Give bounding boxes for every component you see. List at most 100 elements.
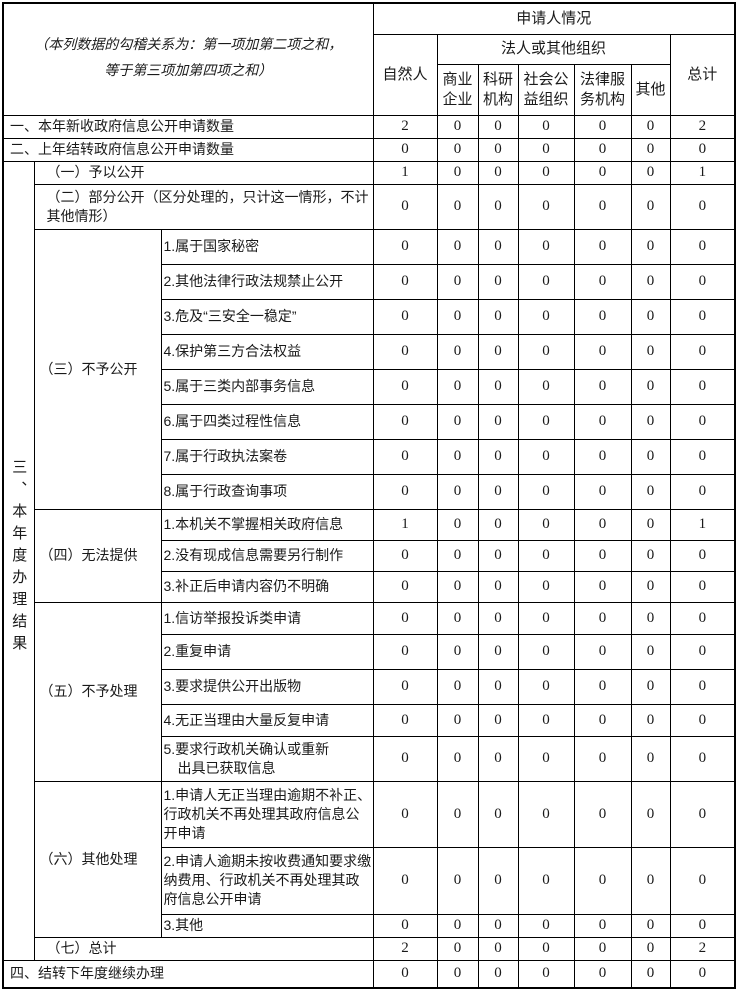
table-row: 2.没有现成信息需要另行制作 0 0 0 0 0 0 0	[3, 539, 736, 572]
value-cell: 0	[436, 570, 479, 603]
value-cell: 0	[630, 298, 671, 335]
value-cell: 0	[517, 263, 575, 300]
value-cell: 0	[669, 228, 736, 265]
value-cell: 2	[669, 936, 736, 961]
group-label: （五）不予处理	[33, 601, 162, 782]
value-cell: 1	[669, 160, 736, 185]
value-cell: 0	[477, 703, 519, 737]
value-cell: 0	[573, 735, 632, 782]
item-label: 3.危及“三安全一稳定”	[160, 298, 374, 335]
row-label: 一、本年新收政府信息公开申请数量	[2, 114, 374, 139]
value-cell: 0	[630, 913, 671, 938]
value-cell: 0	[477, 228, 519, 265]
value-cell: 0	[630, 780, 671, 848]
table-row: 4.无正当理由大量反复申请 0 0 0 0 0 0 0	[3, 703, 736, 737]
value-cell: 0	[517, 403, 575, 440]
value-cell: 0	[372, 473, 438, 510]
value-cell: 0	[573, 333, 632, 370]
value-cell: 0	[630, 403, 671, 440]
table-row: 一、本年新收政府信息公开申请数量 2 0 0 0 0 0 2	[2, 114, 736, 139]
value-cell: 0	[517, 160, 575, 185]
value-cell: 0	[372, 228, 438, 265]
item-label: 2.没有现成信息需要另行制作	[160, 539, 374, 572]
value-cell: 0	[477, 333, 519, 370]
value-cell: 0	[573, 846, 632, 915]
value-cell: 0	[630, 368, 671, 405]
value-cell: 0	[517, 114, 575, 139]
value-cell: 0	[669, 263, 736, 300]
value-cell: 0	[517, 228, 575, 265]
table-row: （六）其他处理 1.申请人无正当理由逾期不补正、行政机关不再处理其政府信息公开申…	[3, 780, 736, 938]
item-label: 4.保护第三方合法权益	[160, 333, 374, 370]
value-cell: 0	[517, 601, 575, 635]
header-legal-or-other-org: 法人或其他组织	[436, 33, 671, 65]
table-row: 2.重复申请 0 0 0 0 0 0 0	[3, 633, 736, 670]
value-cell: 0	[372, 703, 438, 737]
value-cell: 0	[477, 403, 519, 440]
item-label: 2.其他法律行政法规禁止公开	[160, 263, 374, 300]
group-label: （六）其他处理	[33, 780, 162, 938]
header-org-type-commercial: 商业企业	[436, 63, 479, 116]
table-row: （二）部分公开（区分处理的，只计这一情形，不计其他情形） 0 0 0 0 0 0…	[3, 183, 736, 230]
value-cell: 0	[436, 333, 479, 370]
item-label: 4.无正当理由大量反复申请	[160, 703, 374, 737]
value-cell: 0	[517, 368, 575, 405]
value-cell: 0	[669, 959, 736, 989]
value-cell: 0	[669, 473, 736, 510]
value-cell: 0	[669, 703, 736, 737]
value-cell: 0	[630, 137, 671, 162]
value-cell: 0	[630, 263, 671, 300]
item-label: 8.属于行政查询事项	[160, 473, 374, 510]
value-cell: 0	[477, 668, 519, 705]
value-cell: 0	[477, 160, 519, 185]
value-cell: 0	[669, 137, 736, 162]
value-cell: 0	[477, 539, 519, 572]
value-cell: 0	[477, 137, 519, 162]
value-cell: 2	[372, 114, 438, 139]
value-cell: 2	[372, 936, 438, 961]
value-cell: 0	[436, 959, 479, 989]
value-cell: 0	[517, 333, 575, 370]
value-cell: 0	[573, 160, 632, 185]
row-label: （七）总计	[33, 936, 374, 961]
value-cell: 0	[517, 633, 575, 670]
value-cell: 0	[669, 570, 736, 603]
value-cell: 0	[436, 735, 479, 782]
header-natural-person: 自然人	[372, 33, 438, 116]
value-cell: 0	[669, 601, 736, 635]
table-row: （三）不予公开 1.属于国家秘密 0 0 0 0 0 0 0	[3, 228, 736, 510]
value-cell: 0	[573, 114, 632, 139]
value-cell: 0	[669, 368, 736, 405]
value-cell: 0	[477, 633, 519, 670]
value-cell: 0	[517, 846, 575, 915]
value-cell: 0	[477, 959, 519, 989]
value-cell: 0	[436, 403, 479, 440]
header-org-type-public-welfare: 社会公益组织	[517, 63, 575, 116]
value-cell: 0	[372, 438, 438, 475]
value-cell: 0	[436, 473, 479, 510]
value-cell: 0	[372, 137, 438, 162]
table-row: 2.申请人逾期未按收费通知要求缴纳费用、行政机关不再处理其政府信息公开申请 0 …	[3, 846, 736, 915]
value-cell: 0	[436, 633, 479, 670]
value-cell: 0	[372, 298, 438, 335]
value-cell: 0	[630, 735, 671, 782]
value-cell: 0	[436, 601, 479, 635]
value-cell: 0	[517, 539, 575, 572]
row-label: （一）予以公开	[33, 160, 374, 185]
value-cell: 0	[477, 846, 519, 915]
item-label: 1.本机关不掌握相关政府信息	[160, 508, 374, 541]
table-row: 3.补正后申请内容仍不明确 0 0 0 0 0 0 0	[3, 570, 736, 603]
header-applicant-situation: 申请人情况	[372, 2, 736, 35]
value-cell: 0	[573, 913, 632, 938]
group-label: （四）无法提供	[33, 508, 162, 603]
value-cell: 0	[573, 137, 632, 162]
value-cell: 0	[477, 298, 519, 335]
value-cell: 0	[517, 570, 575, 603]
value-cell: 0	[436, 508, 479, 541]
item-label: 3.要求提供公开出版物	[160, 668, 374, 705]
value-cell: 0	[573, 263, 632, 300]
value-cell: 0	[372, 668, 438, 705]
value-cell: 0	[669, 298, 736, 335]
item-label: 2.重复申请	[160, 633, 374, 670]
